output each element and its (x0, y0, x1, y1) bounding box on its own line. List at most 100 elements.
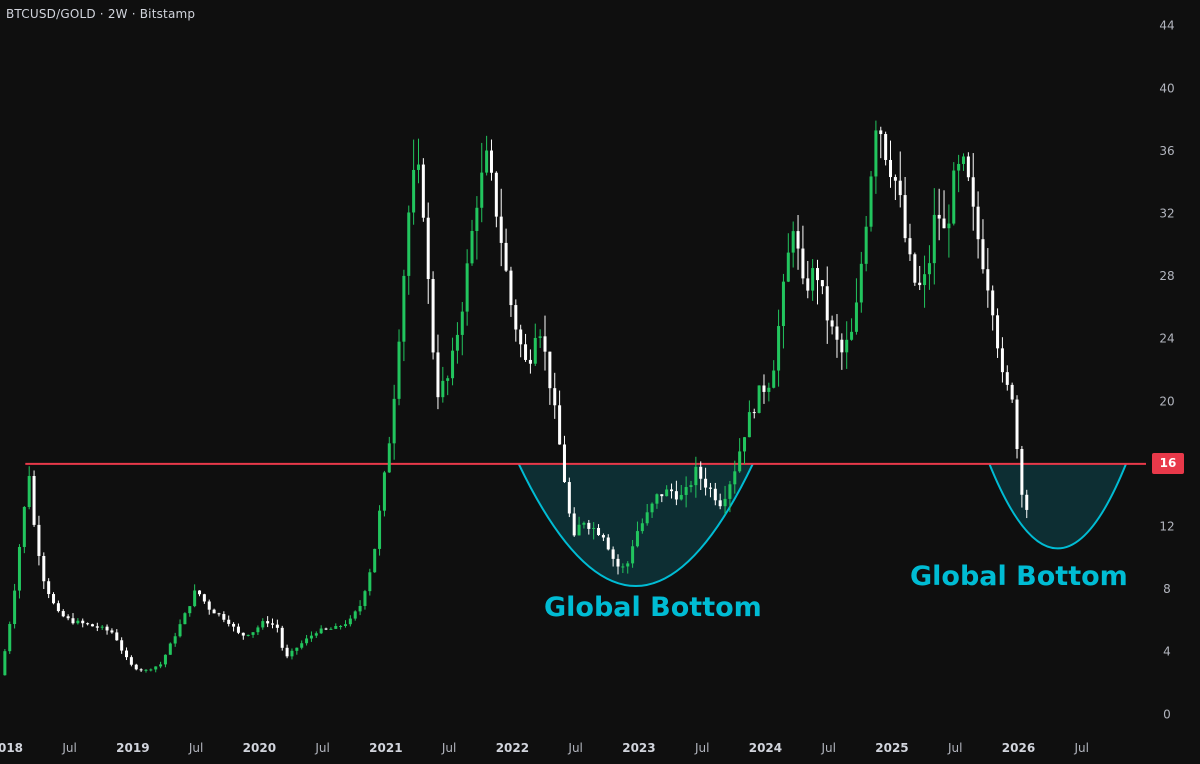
candle-body (743, 437, 747, 452)
candle-body (835, 326, 839, 340)
candle-body (820, 280, 824, 287)
candle-body (261, 621, 265, 628)
candle-body (519, 329, 523, 345)
candle-body (270, 623, 275, 625)
candle-body (601, 535, 605, 538)
candle-body (942, 218, 946, 229)
candle-body (840, 339, 844, 353)
y-tick-label: 40 (1159, 81, 1174, 95)
candle-body (76, 620, 80, 624)
candle-body (436, 352, 440, 398)
candle-body (689, 485, 693, 488)
candle-body (888, 159, 893, 178)
candle-body (645, 512, 649, 524)
candle-body (1025, 494, 1029, 510)
candle-body (280, 627, 284, 648)
candle-body (275, 624, 279, 628)
candle-body (241, 632, 245, 636)
interval-label[interactable]: 2W (107, 7, 128, 21)
candle-body (796, 231, 800, 249)
candle-body (854, 302, 858, 332)
candle-body (713, 488, 717, 501)
candle-body (125, 650, 129, 658)
candle-body (908, 238, 912, 255)
candle-body (32, 475, 36, 525)
y-tick-label: 8 (1163, 582, 1171, 596)
candle-body (976, 206, 980, 240)
candle-body (694, 466, 698, 486)
candle-body (762, 385, 766, 392)
candle-body (635, 531, 639, 547)
candle-body (577, 524, 581, 536)
candle-body (285, 647, 289, 657)
candle-body (81, 620, 85, 624)
candle-body (441, 380, 445, 398)
y-tick-label: 0 (1163, 707, 1171, 721)
candle-body (149, 669, 153, 671)
candle-body (893, 177, 897, 181)
candle-body (290, 650, 294, 657)
cup-bowls (517, 463, 1127, 587)
candle-body (202, 594, 206, 602)
y-tick-label: 24 (1159, 332, 1174, 346)
candle-body (154, 666, 158, 670)
candle-body (781, 281, 785, 327)
candle-body (183, 613, 187, 625)
global-bottom-label-2: Global Bottom (910, 561, 1128, 592)
candle-body (339, 625, 343, 627)
candle-body (777, 326, 781, 371)
candle-body (222, 614, 226, 620)
x-tick-label: 2018 (0, 741, 23, 755)
candle-body (986, 269, 990, 291)
chart-title: BTCUSD/GOLD · 2W · Bitstamp (6, 7, 196, 21)
candle-body (387, 443, 391, 473)
candle-body (61, 611, 65, 617)
candle-body (957, 163, 961, 171)
level-price-badge: 16 (1152, 453, 1184, 474)
candle-body (747, 412, 751, 438)
x-tick-label: Jul (441, 741, 456, 755)
candle-body (1020, 449, 1024, 495)
candle-body (139, 669, 143, 671)
candle-body (898, 180, 902, 196)
x-tick-label: Jul (820, 741, 835, 755)
candle-body (129, 657, 133, 665)
candle-body (767, 387, 771, 392)
candle-body (772, 370, 776, 388)
candle-body (567, 482, 571, 514)
candle-body (650, 503, 654, 513)
candle-body (932, 214, 936, 264)
candle-body (363, 591, 367, 606)
candle-body (903, 195, 907, 239)
y-tick-label: 32 (1159, 206, 1174, 220)
x-tick-label: 2024 (749, 741, 782, 755)
candle-body (723, 498, 727, 507)
candle-body (704, 478, 708, 488)
candle-body (864, 226, 868, 264)
candle-body (927, 263, 931, 275)
candle-body (475, 207, 479, 231)
candle-body (981, 239, 985, 270)
candle-body (918, 282, 922, 286)
candle-body (679, 494, 683, 500)
candle-body (991, 290, 995, 316)
candle-body (168, 643, 172, 655)
candle-body (606, 537, 610, 550)
candle-body (670, 489, 674, 492)
candle-body (850, 331, 854, 340)
candle-body (207, 601, 211, 610)
symbol-label[interactable]: BTCUSD/GOLD (6, 7, 96, 21)
candle-body (358, 605, 362, 612)
candle-body (786, 252, 790, 282)
candle-body (324, 628, 328, 630)
candle-body (217, 613, 221, 615)
candle-body (431, 279, 435, 353)
candle-body (587, 522, 591, 529)
candle-body (193, 590, 197, 607)
candle-body (120, 640, 124, 651)
candle-body (412, 169, 416, 213)
candle-body (27, 475, 31, 507)
candle-body (528, 359, 532, 364)
candle-body (353, 611, 357, 619)
